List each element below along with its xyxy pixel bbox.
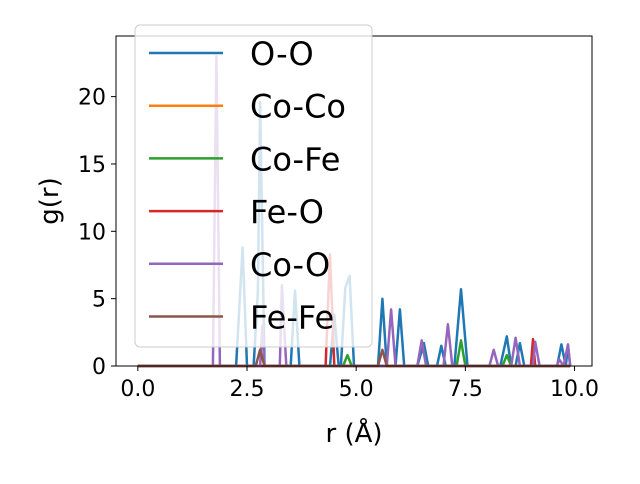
x-tick-label: 10.0 <box>550 377 599 402</box>
y-tick-label: 0 <box>92 355 106 380</box>
legend-label-o-o: O-O <box>250 35 314 73</box>
legend-label-co-fe: Co-Fe <box>250 140 340 178</box>
series-line-co-fe <box>137 339 571 368</box>
x-axis-label: r (Å) <box>325 417 382 449</box>
y-tick-label: 20 <box>78 86 106 111</box>
x-tick-label: 2.5 <box>230 377 265 402</box>
axis-ticks: 0.0 2.5 5.0 7.5 10.0 0 5 10 15 20 <box>78 86 599 402</box>
y-tick-label: 5 <box>92 288 106 313</box>
legend-label-fe-fe: Fe-Fe <box>250 299 334 337</box>
legend-label-co-co: Co-Co <box>250 88 346 126</box>
legend-label-co-o: Co-O <box>250 246 330 284</box>
y-axis-label: g(r) <box>35 177 65 224</box>
x-tick-label: 7.5 <box>448 377 483 402</box>
y-tick-label: 10 <box>78 220 106 245</box>
legend-label-fe-o: Fe-O <box>250 193 324 231</box>
legend: O-O Co-Co Co-Fe Fe-O Co-O Fe-Fe <box>134 24 373 348</box>
x-tick-label: 5.0 <box>339 377 374 402</box>
y-tick-label: 15 <box>78 153 106 178</box>
x-tick-label: 0.0 <box>120 377 155 402</box>
